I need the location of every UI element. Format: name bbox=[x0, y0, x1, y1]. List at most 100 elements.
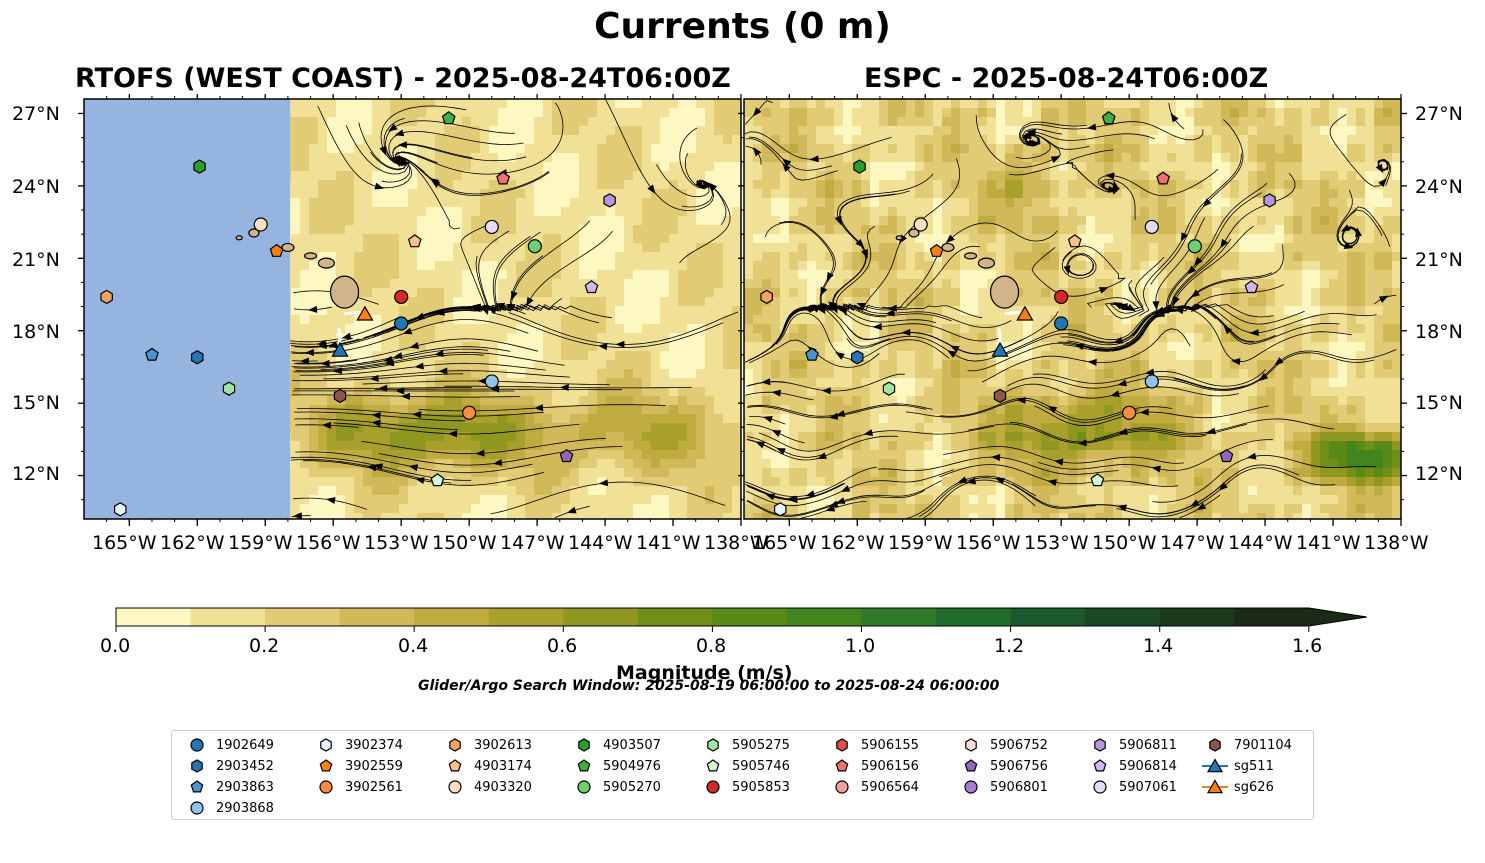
platform-5906811 bbox=[603, 193, 616, 208]
streamline-arrow bbox=[408, 464, 419, 472]
legend-item-2903868: 2903868 bbox=[182, 798, 274, 818]
legend-item-7901104: 7901104 bbox=[1200, 735, 1292, 755]
legend-marker-4903174 bbox=[448, 759, 462, 772]
lat-tick: 27°N bbox=[1415, 103, 1463, 125]
lon-tick: 138°W bbox=[704, 532, 769, 554]
legend-label: 2903452 bbox=[216, 758, 274, 774]
legend-item-3902374: 3902374 bbox=[311, 735, 403, 755]
streamline-arrow bbox=[1202, 198, 1212, 208]
platform-4903507 bbox=[193, 159, 206, 174]
lon-tick: 144°W bbox=[568, 532, 633, 554]
streamline-arrow bbox=[1378, 178, 1387, 188]
platform-sg511 bbox=[991, 341, 1009, 357]
lat-tick: 21°N bbox=[12, 249, 60, 271]
legend-marker-5906814 bbox=[1093, 759, 1107, 772]
streamline-arrow bbox=[1113, 336, 1124, 344]
legend-marker-3902613 bbox=[449, 738, 461, 752]
streamline-arrow bbox=[776, 447, 786, 455]
streamline-arrow bbox=[949, 345, 960, 353]
platform-5905853 bbox=[394, 289, 409, 305]
legend-marker bbox=[835, 780, 849, 794]
streamline-arrow bbox=[526, 296, 534, 307]
streamline-arrow bbox=[1105, 172, 1115, 180]
lon-tick: 162°W bbox=[160, 532, 225, 554]
legend-item-5904976: 5904976 bbox=[569, 756, 661, 776]
island-kauai bbox=[248, 228, 260, 238]
streamline-arrow bbox=[1187, 265, 1197, 275]
legend-label: 5907061 bbox=[1119, 779, 1177, 795]
legend-marker bbox=[190, 738, 204, 752]
left-panel-title: RTOFS (WEST COAST) - 2025-08-24T06:00Z bbox=[75, 63, 731, 94]
island-niihau bbox=[895, 235, 903, 241]
lon-tick: 165°W bbox=[92, 532, 157, 554]
streamline-arrow bbox=[1016, 396, 1026, 404]
platform-5907061 bbox=[484, 219, 499, 235]
legend-item-3902561: 3902561 bbox=[311, 777, 403, 797]
platform-3902561 bbox=[1122, 405, 1137, 420]
legend-label: 5905270 bbox=[603, 779, 661, 795]
streamline-arrow bbox=[1196, 502, 1207, 511]
streamline-arrow bbox=[448, 430, 458, 438]
legend-label: 2903868 bbox=[216, 800, 274, 816]
streamline-arrow bbox=[771, 429, 782, 437]
streamline-arrow bbox=[1117, 379, 1128, 387]
map-frame bbox=[743, 98, 1402, 520]
platform-7901104 bbox=[333, 388, 347, 404]
espc-map-panel bbox=[738, 94, 1407, 526]
legend-item-5905746: 5905746 bbox=[698, 756, 790, 776]
streamline-arrow bbox=[1139, 408, 1149, 416]
legend-marker-5906752 bbox=[965, 738, 977, 752]
legend-marker bbox=[319, 780, 333, 794]
streamline-arrow bbox=[615, 340, 625, 348]
colorbar-tick: 1.2 bbox=[994, 635, 1025, 657]
streamline-arrow bbox=[304, 349, 314, 357]
legend-marker bbox=[320, 738, 332, 752]
streamline-arrow bbox=[388, 123, 398, 132]
legend-marker bbox=[965, 738, 977, 752]
legend-label: 5906814 bbox=[1119, 758, 1177, 774]
streamline-arrow bbox=[1063, 265, 1071, 275]
streamline-arrow bbox=[863, 429, 874, 437]
streamline-arrow bbox=[1170, 112, 1179, 123]
lon-tick: 162°W bbox=[820, 532, 885, 554]
legend-marker bbox=[835, 759, 849, 772]
colorbar-segment bbox=[936, 608, 1012, 626]
legend-item-1902649: 1902649 bbox=[182, 735, 274, 755]
streamline-arrow bbox=[1218, 482, 1228, 491]
legend-marker bbox=[577, 780, 591, 794]
colorbar-segment bbox=[786, 608, 862, 626]
legend-marker-5906801 bbox=[964, 780, 978, 794]
search-window-text: Glider/Argo Search Window: 2025-08-19 06… bbox=[418, 678, 1000, 694]
legend-item-sg511: sg511 bbox=[1200, 756, 1274, 776]
platform-3902561 bbox=[462, 405, 477, 420]
streamline-arrow bbox=[830, 304, 838, 314]
platform-4903507 bbox=[853, 159, 866, 174]
streamline-arrow bbox=[647, 184, 656, 194]
legend-item-5906814: 5906814 bbox=[1085, 756, 1177, 776]
streamline-arrow bbox=[1193, 256, 1203, 266]
island-kauai bbox=[908, 228, 920, 238]
legend-label: 1902649 bbox=[216, 737, 274, 753]
streamline-arrow bbox=[828, 412, 839, 420]
streamline-arrow bbox=[1180, 232, 1188, 242]
legend-label: 5906155 bbox=[861, 737, 919, 753]
legend-marker bbox=[1202, 779, 1228, 794]
platform-4903320 bbox=[253, 217, 268, 232]
legend-label: 4903320 bbox=[474, 779, 532, 795]
platform-3902559 bbox=[929, 243, 944, 257]
platform-5906156 bbox=[496, 171, 511, 185]
platform-5905275 bbox=[882, 381, 896, 396]
colorbar-segment bbox=[190, 608, 266, 626]
streamline-arrow bbox=[308, 305, 318, 313]
platform-2903863 bbox=[145, 347, 159, 361]
streamline-arrow bbox=[1077, 439, 1087, 447]
island-oahu bbox=[281, 242, 295, 253]
streamline-arrow bbox=[761, 378, 771, 386]
colorbar-segment bbox=[339, 608, 415, 626]
island-hawaii bbox=[329, 275, 360, 309]
colorbar-extend-arrow bbox=[1308, 608, 1367, 626]
legend-item-5907061: 5907061 bbox=[1085, 777, 1177, 797]
colorbar-tick: 1.6 bbox=[1292, 635, 1323, 657]
colorbar-segment bbox=[861, 608, 937, 626]
map-panels bbox=[78, 94, 1407, 526]
